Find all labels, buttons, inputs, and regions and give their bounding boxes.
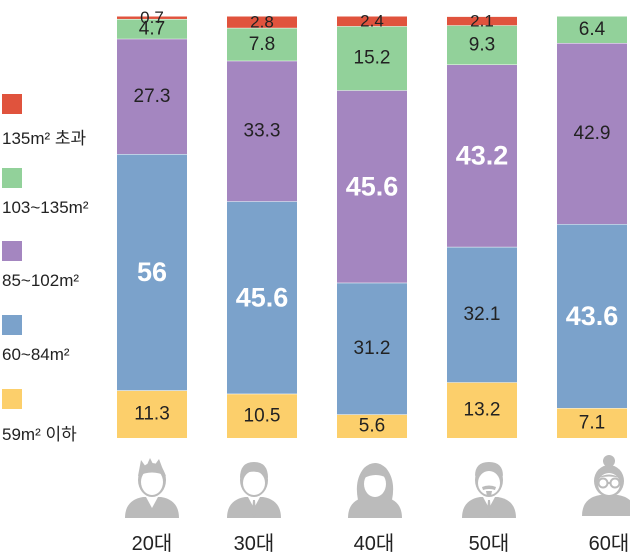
bar-segment-50s-over135 xyxy=(447,16,517,26)
bar-segment-40s-under59 xyxy=(337,414,407,438)
legend-label-85-102: 85~102m² xyxy=(2,271,80,290)
bar-segment-60s-60-84 xyxy=(557,224,627,409)
data-label-40s-85-102: 45.6 xyxy=(346,171,399,201)
legend-swatch-103-135 xyxy=(2,168,22,188)
data-label-group: 11.3 56 27.3 4.70.7 10.5 45.6 33.3 7.8 2.8 5.6 31.… xyxy=(134,8,619,437)
man-icon xyxy=(227,462,281,518)
category-label-40s: 40대 xyxy=(353,533,395,555)
bar-segment-50s-85-102 xyxy=(447,64,517,247)
bar-segment-40s-85-102 xyxy=(337,90,407,283)
bar-segment-40s-over135 xyxy=(337,16,407,27)
bar-segment-50s-under59 xyxy=(447,382,517,438)
bar-segment-30s-over135 xyxy=(227,16,297,28)
bar-segment-50s-103-135 xyxy=(447,25,517,65)
bar-segment-30s-under59 xyxy=(227,393,297,438)
data-label-20s-60-84: 56 xyxy=(137,257,167,287)
bearded-man-icon xyxy=(462,462,516,518)
data-label-50s-60-84: 32.1 xyxy=(464,304,501,325)
data-label-30s-over135: 2.8 xyxy=(250,12,274,31)
bar-segment-50s-60-84 xyxy=(447,246,517,383)
legend-label-60-84: 60~84m² xyxy=(2,345,70,364)
legend-label-103-135: 103~135m² xyxy=(2,198,89,217)
data-label-50s-85-102: 43.2 xyxy=(456,141,509,171)
data-label-50s-103-135: 9.3 xyxy=(469,34,495,55)
legend-label-under59: 59m² 이하 xyxy=(2,425,77,444)
legend-swatch-under59 xyxy=(2,389,22,409)
data-label-60s-85-102: 42.9 xyxy=(574,123,611,144)
data-label-30s-60-84: 45.6 xyxy=(236,282,289,312)
bar-segment-60s-103-135 xyxy=(557,16,627,44)
data-label-40s-over135: 2.4 xyxy=(360,12,384,31)
data-label-30s-under59: 10.5 xyxy=(244,405,281,426)
data-label-20s-over135: 0.7 xyxy=(140,8,164,27)
bar-segment-20s-over135 xyxy=(117,16,187,19)
category-label-50s: 50대 xyxy=(468,533,510,555)
bar-segment-30s-85-102 xyxy=(227,60,297,202)
legend-label-over135: 135m² 초과 xyxy=(2,129,87,148)
legend-swatch-60-84 xyxy=(2,315,22,335)
data-label-20s-85-102: 27.3 xyxy=(134,86,171,107)
data-label-20s-103-135: 4.7 xyxy=(139,18,165,39)
data-label-60s-103-135: 6.4 xyxy=(579,19,606,40)
young-man-icon xyxy=(125,458,179,518)
category-label-60s: 60대 xyxy=(588,533,630,555)
data-label-40s-60-84: 31.2 xyxy=(354,338,391,359)
bar-segment-30s-60-84 xyxy=(227,201,297,394)
woman-icon xyxy=(348,463,402,518)
category-label-20s: 20대 xyxy=(131,533,173,555)
bar-segment-30s-103-135 xyxy=(227,27,297,61)
chart-legend: 135m² 초과 103~135m² 85~102m² 60~84m² 59m²… xyxy=(0,0,110,553)
data-label-50s-over135: 2.1 xyxy=(470,11,494,30)
bar-segment-40s-60-84 xyxy=(337,282,407,415)
data-label-60s-60-84: 43.6 xyxy=(566,301,619,331)
data-label-50s-under59: 13.2 xyxy=(464,400,501,421)
data-label-40s-under59: 5.6 xyxy=(359,416,385,437)
legend-swatch-85-102 xyxy=(2,241,22,261)
data-label-20s-under59: 11.3 xyxy=(134,404,170,425)
elderly-woman-glasses-icon xyxy=(582,455,630,516)
bar-segment-60s-85-102 xyxy=(557,43,627,225)
legend-swatch-over135 xyxy=(2,94,22,114)
bar-segment-20s-60-84 xyxy=(117,153,187,391)
bar-segment-40s-103-135 xyxy=(337,26,407,91)
data-label-30s-103-135: 7.8 xyxy=(249,34,275,55)
data-label-60s-under59: 7.1 xyxy=(579,413,605,434)
bar-group xyxy=(117,15,627,438)
data-label-40s-103-135: 15.2 xyxy=(354,48,391,69)
bar-segment-20s-85-102 xyxy=(117,38,187,154)
bar-segment-20s-under59 xyxy=(117,390,187,438)
data-label-30s-85-102: 33.3 xyxy=(244,120,281,141)
category-label-30s: 30대 xyxy=(233,533,275,555)
bar-segment-20s-103-135 xyxy=(117,18,187,39)
bar-segment-60s-under59 xyxy=(557,408,627,438)
